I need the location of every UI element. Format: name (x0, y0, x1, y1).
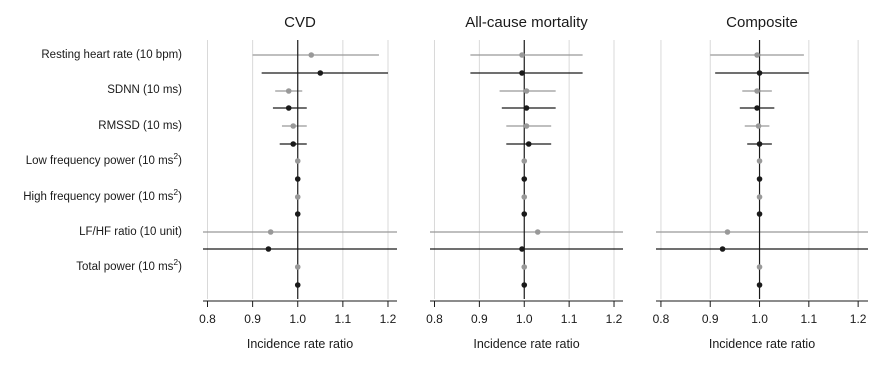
gray-point (294, 194, 301, 200)
x-axis-title: Incidence rate ratio (473, 337, 579, 351)
black-point (523, 105, 530, 111)
row-label: High frequency power (10 ms2) (23, 187, 182, 203)
black-point (754, 105, 760, 111)
gray-point (519, 52, 525, 58)
row-label: SDNN (10 ms) (107, 84, 182, 96)
black-point (719, 246, 726, 252)
black-point (521, 211, 528, 217)
gray-point (521, 194, 528, 200)
black-point (519, 246, 525, 252)
x-tick-label: 0.9 (471, 312, 488, 326)
row-label-superscript: 2 (173, 151, 178, 161)
black-point (525, 141, 532, 147)
row-labels: Resting heart rate (10 bpm) SDNN (10 ms) R… (23, 49, 182, 273)
x-tick-label: 1.1 (800, 312, 817, 326)
black-point (756, 282, 763, 288)
black-point (317, 70, 324, 76)
row-label-close: ) (178, 191, 182, 203)
panel-title: CVD (284, 14, 316, 31)
black-point (519, 70, 525, 76)
row-label-text: High frequency power (10 ms (23, 191, 173, 203)
x-tick-label: 1.1 (335, 312, 352, 326)
black-point (285, 105, 292, 111)
panel-title: Composite (726, 14, 798, 31)
black-point (756, 176, 763, 182)
x-tick-label: 0.9 (244, 312, 261, 326)
row-label: LF/HF ratio (10 unit) (79, 226, 182, 238)
row-label: Total power (10 ms2) (76, 257, 182, 273)
row-label-text: Resting heart rate (10 bpm) (41, 49, 182, 61)
gray-point (294, 264, 301, 270)
black-point (756, 141, 763, 147)
black-point (294, 211, 301, 217)
row-label-text: SDNN (10 ms) (107, 84, 182, 96)
black-point (290, 141, 297, 147)
x-tick-label: 1.2 (606, 312, 623, 326)
row-label: Low frequency power (10 ms2) (26, 151, 182, 167)
x-axis-title: Incidence rate ratio (247, 337, 353, 351)
x-axis-title: Incidence rate ratio (709, 337, 815, 351)
gray-point (523, 123, 530, 129)
x-tick-label: 1.0 (516, 312, 533, 326)
gray-point (724, 229, 731, 235)
x-tick-label: 0.9 (702, 312, 719, 326)
row-label: Resting heart rate (10 bpm) (41, 49, 182, 61)
gray-point (756, 194, 763, 200)
row-label-close: ) (178, 155, 182, 167)
gray-point (754, 52, 760, 58)
gray-point (523, 88, 530, 94)
black-point (756, 70, 763, 76)
x-tick-label: 1.0 (289, 312, 306, 326)
x-tick-label: 0.8 (199, 312, 216, 326)
gray-point (267, 229, 274, 235)
gray-point (756, 158, 763, 164)
gray-point (754, 88, 760, 94)
gray-point (755, 123, 762, 129)
panel-2: 0.8 0.9 1.0 1.1 1.2 Composite Incidence rate r… (653, 14, 868, 351)
row-label-text: Total power (10 ms (76, 261, 173, 273)
gray-point (285, 88, 292, 94)
x-tick-label: 0.8 (653, 312, 670, 326)
row-label-superscript: 2 (173, 187, 178, 197)
black-point (294, 282, 301, 288)
x-tick-label: 1.2 (850, 312, 867, 326)
panel-title: All-cause mortality (465, 14, 588, 31)
gray-point (308, 52, 315, 58)
row-label-superscript: 2 (173, 257, 178, 267)
black-point (294, 176, 301, 182)
panel-0: 0.8 0.9 1.0 1.1 1.2 CVD Incidence rate ratio (199, 14, 397, 351)
black-point (756, 211, 763, 217)
gray-point (756, 264, 763, 270)
row-label-text: LF/HF ratio (10 unit) (79, 226, 182, 238)
black-point (521, 282, 528, 288)
x-tick-label: 1.2 (380, 312, 397, 326)
row-label-text: Low frequency power (10 ms (26, 155, 174, 167)
black-point (265, 246, 272, 252)
gray-point (294, 158, 301, 164)
x-tick-label: 0.8 (426, 312, 443, 326)
black-point (521, 176, 528, 182)
row-label-close: ) (178, 261, 182, 273)
gray-point (521, 158, 528, 164)
panel-1: 0.8 0.9 1.0 1.1 1.2 All-cause mortality Incide… (426, 14, 623, 351)
gray-point (534, 229, 541, 235)
row-label-text: RMSSD (10 ms) (98, 120, 182, 132)
gray-point (290, 123, 297, 129)
row-label: RMSSD (10 ms) (98, 120, 182, 132)
x-tick-label: 1.0 (751, 312, 768, 326)
x-tick-label: 1.1 (561, 312, 578, 326)
gray-point (521, 264, 528, 270)
